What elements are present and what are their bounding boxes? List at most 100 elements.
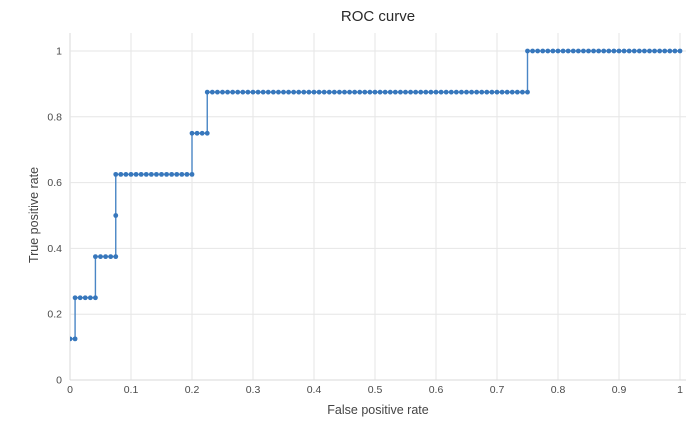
roc-data-point	[540, 48, 546, 54]
x-tick-label: 0.1	[124, 384, 139, 396]
chart-title: ROC curve	[341, 8, 415, 25]
x-tick-label: 0.8	[551, 384, 566, 396]
roc-data-point	[230, 89, 236, 95]
roc-data-point	[494, 89, 500, 95]
roc-data-point	[601, 48, 607, 54]
x-axis-tick-labels: 0 0.1 0.2 0.3 0.4 0.5 0.6 0.7 0.8 0.9 1	[67, 384, 683, 396]
roc-data-point	[209, 89, 215, 95]
roc-data-point	[443, 89, 449, 95]
roc-data-point	[72, 295, 78, 301]
roc-data-point	[616, 48, 622, 54]
roc-data-point	[535, 48, 541, 54]
roc-data-point	[509, 89, 515, 95]
roc-data-point	[418, 89, 424, 95]
roc-data-point	[484, 89, 490, 95]
x-tick-label: 0.3	[246, 384, 261, 396]
roc-data-point	[667, 48, 673, 54]
roc-data-point	[433, 89, 439, 95]
roc-data-point	[382, 89, 388, 95]
roc-data-point	[235, 89, 241, 95]
roc-data-point	[113, 254, 119, 260]
roc-data-point	[113, 213, 119, 218]
roc-data-point	[408, 89, 413, 95]
roc-data-point	[474, 89, 480, 95]
roc-data-point	[72, 336, 78, 342]
x-tick-label: 1	[677, 384, 683, 396]
roc-data-point	[260, 89, 266, 95]
roc-data-point	[245, 89, 251, 95]
roc-data-point	[123, 171, 129, 177]
roc-data-point	[220, 89, 225, 95]
roc-data-point	[337, 89, 342, 95]
x-tick-label: 0.6	[429, 384, 444, 396]
roc-data-point	[128, 171, 134, 177]
roc-data-point	[189, 130, 195, 136]
roc-data-point	[82, 295, 88, 301]
roc-data-point	[194, 130, 200, 136]
y-tick-label: 0.8	[47, 111, 62, 123]
roc-data-point	[326, 89, 332, 95]
roc-data-point	[499, 89, 505, 95]
x-tick-label: 0.2	[185, 384, 200, 396]
roc-data-point	[215, 89, 220, 95]
roc-data-point	[118, 171, 124, 177]
y-tick-label: 0.4	[47, 243, 62, 255]
x-tick-label: 0	[67, 384, 73, 396]
roc-data-point	[514, 89, 520, 95]
roc-data-point	[77, 295, 83, 301]
roc-data-point	[103, 254, 108, 260]
roc-data-point	[184, 171, 190, 177]
roc-data-point	[270, 89, 276, 95]
roc-data-point	[93, 254, 98, 260]
roc-data-point	[525, 89, 530, 95]
roc-data-point	[520, 89, 525, 95]
roc-data-point	[479, 89, 485, 95]
roc-data-point	[672, 48, 678, 54]
plot-area	[70, 33, 686, 380]
roc-data-point	[133, 171, 139, 177]
roc-data-point	[621, 48, 627, 54]
roc-data-point	[70, 336, 73, 342]
x-tick-label: 0.7	[490, 384, 505, 396]
roc-data-point	[154, 171, 159, 177]
roc-data-point	[316, 89, 322, 95]
roc-data-point	[403, 89, 408, 95]
y-axis-title: True positive rate	[27, 167, 41, 263]
roc-data-point	[555, 48, 561, 54]
roc-data-point	[591, 48, 596, 54]
roc-data-point	[204, 130, 210, 136]
roc-data-point	[372, 89, 378, 95]
roc-data-point	[398, 89, 403, 95]
roc-data-point	[570, 48, 576, 54]
roc-data-point	[464, 89, 469, 95]
roc-data-point	[342, 89, 347, 95]
roc-data-point	[642, 48, 647, 54]
roc-data-point	[565, 48, 571, 54]
y-tick-label: 1	[56, 46, 62, 58]
roc-data-point	[423, 89, 429, 95]
roc-data-point	[352, 89, 358, 95]
roc-data-point	[626, 48, 632, 54]
roc-data-point	[113, 171, 119, 177]
roc-data-point	[306, 89, 312, 95]
roc-data-point	[189, 171, 195, 177]
roc-data-point	[530, 48, 535, 54]
y-tick-label: 0.2	[47, 309, 62, 321]
roc-data-point	[98, 254, 103, 260]
roc-data-point	[179, 171, 185, 177]
roc-data-point	[204, 89, 210, 95]
roc-data-point	[448, 89, 454, 95]
roc-data-point	[199, 130, 205, 136]
roc-data-point	[647, 48, 652, 54]
y-axis-tick-labels: 0 0.2 0.4 0.6 0.8 1	[47, 46, 62, 387]
roc-data-point	[148, 171, 154, 177]
roc-data-point	[301, 89, 307, 95]
roc-data-point	[611, 48, 617, 54]
roc-data-point	[459, 89, 464, 95]
roc-data-point	[87, 295, 93, 301]
roc-data-point	[93, 295, 98, 301]
roc-data-point	[311, 89, 317, 95]
roc-data-point	[250, 89, 256, 95]
y-tick-label: 0	[56, 375, 62, 387]
